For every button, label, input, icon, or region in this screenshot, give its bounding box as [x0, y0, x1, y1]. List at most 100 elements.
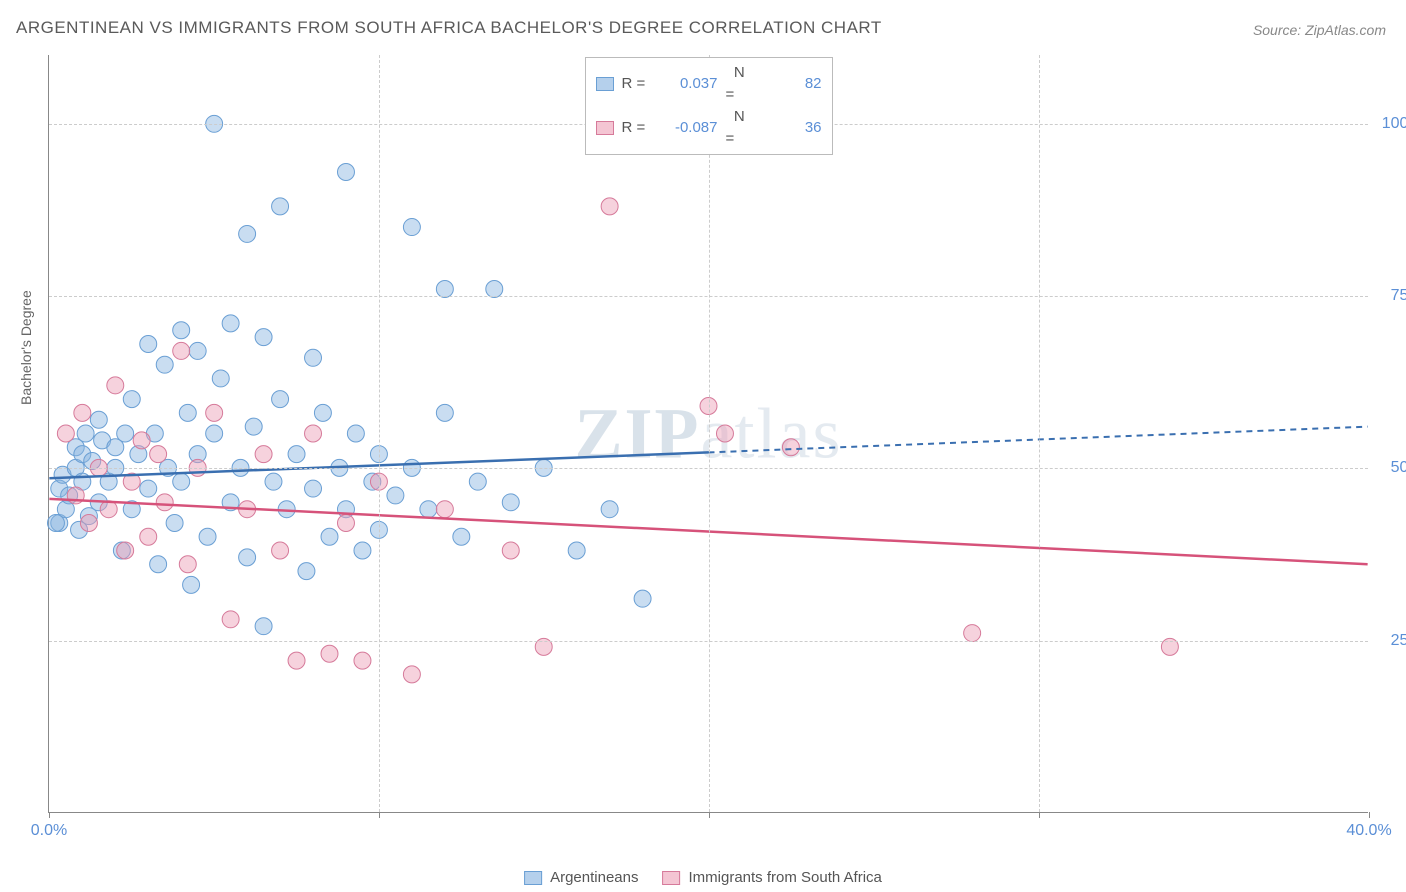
- source-attribution: Source: ZipAtlas.com: [1253, 22, 1386, 38]
- data-point: [140, 480, 157, 497]
- data-point: [272, 542, 289, 559]
- gridline-v: [379, 55, 380, 812]
- data-point: [212, 370, 229, 387]
- data-point: [354, 542, 371, 559]
- swatch-blue-icon: [596, 77, 614, 91]
- data-point: [337, 514, 354, 531]
- data-point: [47, 514, 64, 531]
- data-point: [107, 377, 124, 394]
- swatch-pink-icon: [663, 871, 681, 885]
- data-point: [305, 425, 322, 442]
- legend-row-blue: R = 0.037 N = 82: [596, 62, 822, 106]
- plot-area: ZIPatlas R = 0.037 N = 82 R = -0.087 N =…: [48, 55, 1368, 813]
- data-point: [314, 404, 331, 421]
- data-point: [206, 425, 223, 442]
- data-point: [173, 322, 190, 339]
- data-point: [57, 425, 74, 442]
- data-point: [486, 280, 503, 297]
- swatch-blue-icon: [524, 871, 542, 885]
- tick-mark-x: [49, 812, 50, 818]
- data-point: [321, 645, 338, 662]
- data-point: [156, 494, 173, 511]
- legend-label: Immigrants from South Africa: [689, 869, 882, 886]
- data-point: [420, 501, 437, 518]
- y-tick-label: 25.0%: [1391, 632, 1406, 650]
- data-point: [255, 329, 272, 346]
- n-label: N =: [726, 62, 754, 106]
- y-tick-label: 75.0%: [1391, 287, 1406, 305]
- r-label: R =: [622, 117, 650, 139]
- tick-mark-x: [379, 812, 380, 818]
- data-point: [502, 542, 519, 559]
- correlation-legend: R = 0.037 N = 82 R = -0.087 N = 36: [585, 57, 833, 155]
- n-value-pink: 36: [762, 117, 822, 139]
- tick-mark-x: [1039, 812, 1040, 818]
- y-tick-label: 100.0%: [1382, 115, 1406, 133]
- data-point: [601, 501, 618, 518]
- tick-mark-x: [1369, 812, 1370, 818]
- data-point: [133, 432, 150, 449]
- legend-row-pink: R = -0.087 N = 36: [596, 106, 822, 150]
- data-point: [436, 280, 453, 297]
- series-legend: Argentineans Immigrants from South Afric…: [524, 869, 882, 886]
- data-point: [173, 473, 190, 490]
- data-point: [321, 528, 338, 545]
- data-point: [387, 487, 404, 504]
- data-point: [453, 528, 470, 545]
- data-point: [74, 404, 91, 421]
- data-point: [568, 542, 585, 559]
- x-tick-label: 0.0%: [31, 822, 67, 840]
- data-point: [436, 404, 453, 421]
- data-point: [305, 349, 322, 366]
- n-label: N =: [726, 106, 754, 150]
- data-point: [255, 618, 272, 635]
- data-point: [403, 219, 420, 236]
- data-point: [206, 404, 223, 421]
- data-point: [601, 198, 618, 215]
- data-point: [90, 411, 107, 428]
- gridline-v: [709, 55, 710, 812]
- data-point: [179, 404, 196, 421]
- data-point: [117, 542, 134, 559]
- data-point: [403, 666, 420, 683]
- data-point: [347, 425, 364, 442]
- data-point: [272, 198, 289, 215]
- data-point: [716, 425, 733, 442]
- r-value-blue: 0.037: [658, 73, 718, 95]
- data-point: [117, 425, 134, 442]
- chart-title: ARGENTINEAN VS IMMIGRANTS FROM SOUTH AFR…: [16, 18, 882, 38]
- data-point: [140, 528, 157, 545]
- data-point: [337, 164, 354, 181]
- n-value-blue: 82: [762, 73, 822, 95]
- data-point: [239, 549, 256, 566]
- data-point: [222, 315, 239, 332]
- data-point: [298, 563, 315, 580]
- data-point: [288, 446, 305, 463]
- r-label: R =: [622, 73, 650, 95]
- data-point: [634, 590, 651, 607]
- r-value-pink: -0.087: [658, 117, 718, 139]
- data-point: [305, 480, 322, 497]
- data-point: [156, 356, 173, 373]
- tick-mark-x: [709, 812, 710, 818]
- data-point: [183, 576, 200, 593]
- data-point: [166, 514, 183, 531]
- data-point: [436, 501, 453, 518]
- legend-label: Argentineans: [550, 869, 638, 886]
- data-point: [179, 556, 196, 573]
- data-point: [255, 446, 272, 463]
- data-point: [288, 652, 305, 669]
- data-point: [272, 391, 289, 408]
- data-point: [502, 494, 519, 511]
- data-point: [469, 473, 486, 490]
- data-point: [199, 528, 216, 545]
- data-point: [239, 225, 256, 242]
- data-point: [964, 625, 981, 642]
- y-tick-label: 50.0%: [1391, 459, 1406, 477]
- legend-item-south-africa: Immigrants from South Africa: [663, 869, 882, 886]
- data-point: [123, 391, 140, 408]
- data-point: [80, 514, 97, 531]
- y-axis-label: Bachelor's Degree: [18, 290, 34, 405]
- data-point: [140, 336, 157, 353]
- x-tick-label: 40.0%: [1346, 822, 1391, 840]
